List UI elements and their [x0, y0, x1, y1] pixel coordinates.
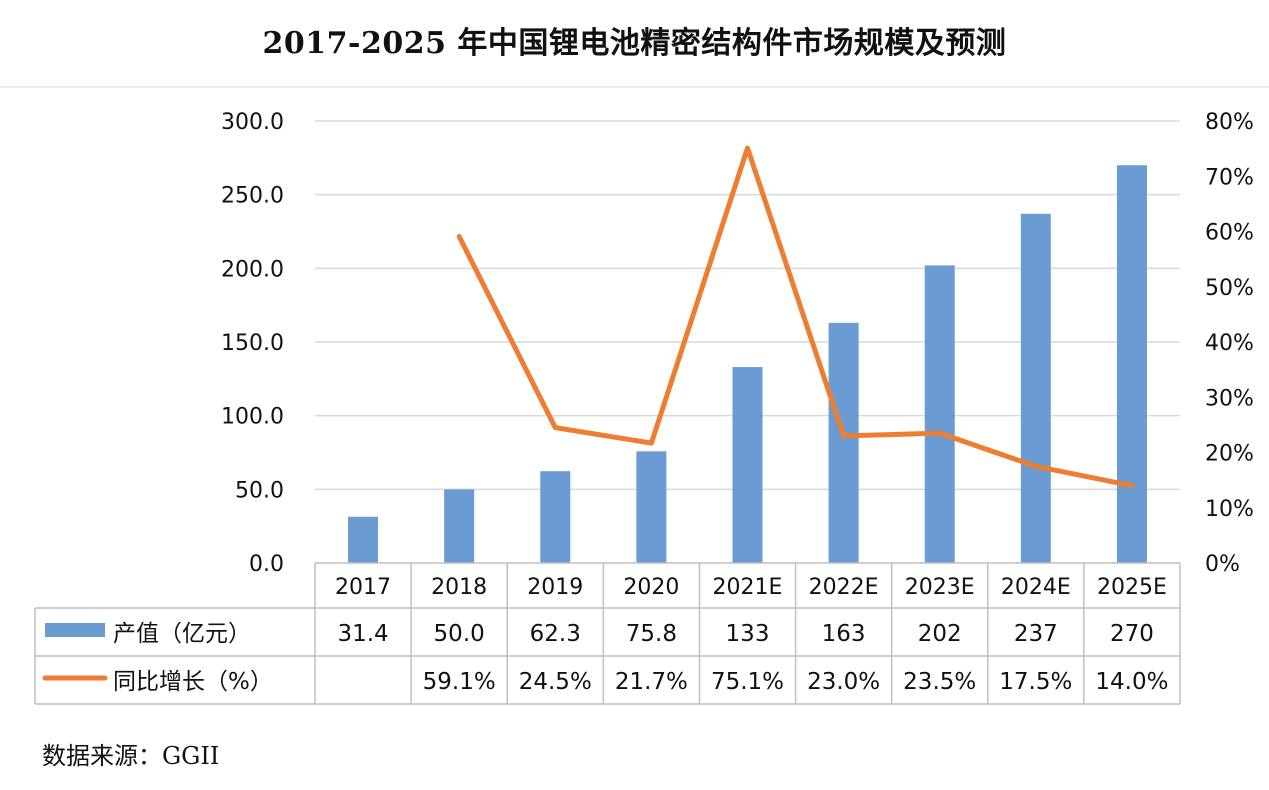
data-label-growth: 17.5%	[999, 669, 1072, 695]
data-label-value: 163	[822, 621, 866, 647]
chart-title: 2017-2025 年中国锂电池精密结构件市场规模及预测	[262, 26, 1007, 61]
x-tick-label: 2025E	[1097, 575, 1167, 600]
y-right-tick-label: 50%	[1205, 276, 1254, 301]
x-tick-label: 2023E	[905, 575, 975, 600]
data-label-value: 50.0	[434, 621, 485, 647]
bar	[636, 451, 667, 563]
legend-label-line: 同比增长（%）	[113, 669, 273, 695]
y-left-tick-label: 0.0	[249, 552, 284, 577]
data-label-growth: 23.5%	[903, 669, 976, 695]
x-tick-label: 2019	[527, 575, 583, 600]
growth-line	[456, 145, 1135, 489]
y-left-tick-label: 50.0	[235, 478, 284, 503]
y-left-tick-label: 150.0	[221, 331, 284, 356]
x-tick-label: 2017	[335, 575, 391, 600]
data-label-value: 133	[726, 621, 770, 647]
bar	[348, 516, 379, 563]
title-divider	[0, 86, 1269, 88]
data-source-note: 数据来源：GGII	[42, 742, 220, 770]
data-label-value: 31.4	[337, 621, 388, 647]
data-label-value: 75.8	[626, 621, 677, 647]
legend-label-bar: 产值（亿元）	[113, 621, 251, 647]
x-tick-label: 2018	[431, 575, 487, 600]
data-label-value: 270	[1110, 621, 1154, 647]
y-right-tick-label: 30%	[1205, 386, 1254, 411]
data-label-value: 62.3	[530, 621, 581, 647]
y-right-tick-label: 40%	[1205, 331, 1254, 356]
data-label-value: 237	[1014, 621, 1058, 647]
x-tick-label: 2024E	[1001, 575, 1071, 600]
bar	[444, 489, 475, 563]
bar	[1020, 213, 1051, 563]
y-left-tick-label: 100.0	[221, 405, 284, 430]
bar	[828, 322, 859, 563]
y-right-tick-label: 20%	[1205, 442, 1254, 467]
x-tick-label: 2020	[623, 575, 679, 600]
data-label-growth: 59.1%	[423, 669, 496, 695]
y-left-tick-label: 250.0	[221, 184, 284, 209]
data-label-growth: 75.1%	[711, 669, 784, 695]
data-label-value: 202	[918, 621, 962, 647]
bar	[732, 367, 763, 563]
data-label-growth: 23.0%	[807, 669, 880, 695]
bar	[924, 265, 955, 563]
data-label-growth: 24.5%	[519, 669, 592, 695]
bar	[540, 471, 571, 563]
y-right-tick-label: 80%	[1205, 110, 1254, 135]
data-label-growth: 21.7%	[615, 669, 688, 695]
y-right-tick-label: 70%	[1205, 165, 1254, 190]
y-right-tick-label: 0%	[1205, 552, 1240, 577]
y-left-tick-label: 200.0	[221, 257, 284, 282]
legend-key-bar	[45, 623, 105, 637]
y-left-tick-label: 300.0	[221, 110, 284, 135]
y-right-tick-label: 60%	[1205, 221, 1254, 246]
y-right-tick-label: 10%	[1205, 497, 1254, 522]
bar	[1116, 165, 1147, 563]
x-tick-label: 2021E	[713, 575, 783, 600]
data-label-growth: 14.0%	[1095, 669, 1168, 695]
x-tick-label: 2022E	[809, 575, 879, 600]
